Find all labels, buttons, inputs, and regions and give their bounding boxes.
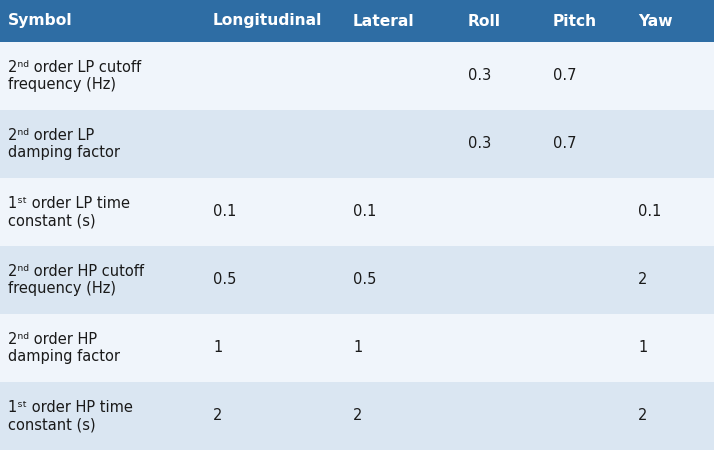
Text: 2: 2 — [638, 409, 648, 424]
Bar — [205, 314, 345, 382]
Text: 0.5: 0.5 — [353, 273, 376, 288]
Bar — [545, 178, 630, 246]
Text: 0.1: 0.1 — [213, 204, 236, 220]
Text: 0.3: 0.3 — [468, 136, 491, 151]
Text: 2ⁿᵈ order LP
damping factor: 2ⁿᵈ order LP damping factor — [8, 127, 120, 160]
Bar — [630, 110, 714, 178]
Bar — [205, 382, 345, 450]
Bar — [205, 246, 345, 314]
Bar — [545, 314, 630, 382]
Text: 2: 2 — [638, 273, 648, 288]
Bar — [630, 246, 714, 314]
Bar — [0, 0, 205, 42]
Bar — [205, 42, 345, 110]
Text: 2ⁿᵈ order LP cutoff
frequency (Hz): 2ⁿᵈ order LP cutoff frequency (Hz) — [8, 59, 141, 92]
Text: 2: 2 — [353, 409, 363, 424]
Text: 2ⁿᵈ order HP cutoff
frequency (Hz): 2ⁿᵈ order HP cutoff frequency (Hz) — [8, 264, 144, 297]
Text: 1: 1 — [213, 341, 222, 356]
Bar — [205, 0, 345, 42]
Bar — [345, 0, 460, 42]
Text: 0.7: 0.7 — [553, 68, 576, 83]
Text: 0.7: 0.7 — [553, 136, 576, 151]
Bar — [545, 110, 630, 178]
Text: Roll: Roll — [468, 14, 501, 29]
Text: 2: 2 — [213, 409, 222, 424]
Bar — [0, 314, 205, 382]
Text: 0.1: 0.1 — [638, 204, 661, 220]
Bar — [205, 178, 345, 246]
Text: Yaw: Yaw — [638, 14, 673, 29]
Bar — [460, 314, 545, 382]
Bar — [630, 42, 714, 110]
Bar — [630, 178, 714, 246]
Text: 1: 1 — [638, 341, 648, 356]
Text: 0.1: 0.1 — [353, 204, 376, 220]
Text: 2ⁿᵈ order HP
damping factor: 2ⁿᵈ order HP damping factor — [8, 332, 120, 365]
Bar — [545, 42, 630, 110]
Bar — [545, 382, 630, 450]
Bar — [345, 382, 460, 450]
Bar — [345, 178, 460, 246]
Bar — [630, 382, 714, 450]
Text: 0.3: 0.3 — [468, 68, 491, 83]
Text: 0.5: 0.5 — [213, 273, 236, 288]
Bar — [0, 110, 205, 178]
Text: 1ˢᵗ order LP time
constant (s): 1ˢᵗ order LP time constant (s) — [8, 196, 130, 228]
Text: 1ˢᵗ order HP time
constant (s): 1ˢᵗ order HP time constant (s) — [8, 400, 133, 433]
Bar — [205, 110, 345, 178]
Bar — [460, 42, 545, 110]
Bar — [545, 0, 630, 42]
Bar — [0, 382, 205, 450]
Bar — [460, 110, 545, 178]
Bar — [630, 314, 714, 382]
Bar — [630, 0, 714, 42]
Bar — [460, 0, 545, 42]
Bar — [345, 110, 460, 178]
Bar — [460, 178, 545, 246]
Text: Symbol: Symbol — [8, 14, 73, 29]
Text: Pitch: Pitch — [553, 14, 597, 29]
Text: 1: 1 — [353, 341, 362, 356]
Bar — [345, 314, 460, 382]
Text: Lateral: Lateral — [353, 14, 415, 29]
Bar — [460, 246, 545, 314]
Bar — [0, 42, 205, 110]
Bar — [545, 246, 630, 314]
Bar — [0, 178, 205, 246]
Bar — [345, 246, 460, 314]
Bar — [460, 382, 545, 450]
Bar — [345, 42, 460, 110]
Bar — [0, 246, 205, 314]
Text: Longitudinal: Longitudinal — [213, 14, 323, 29]
